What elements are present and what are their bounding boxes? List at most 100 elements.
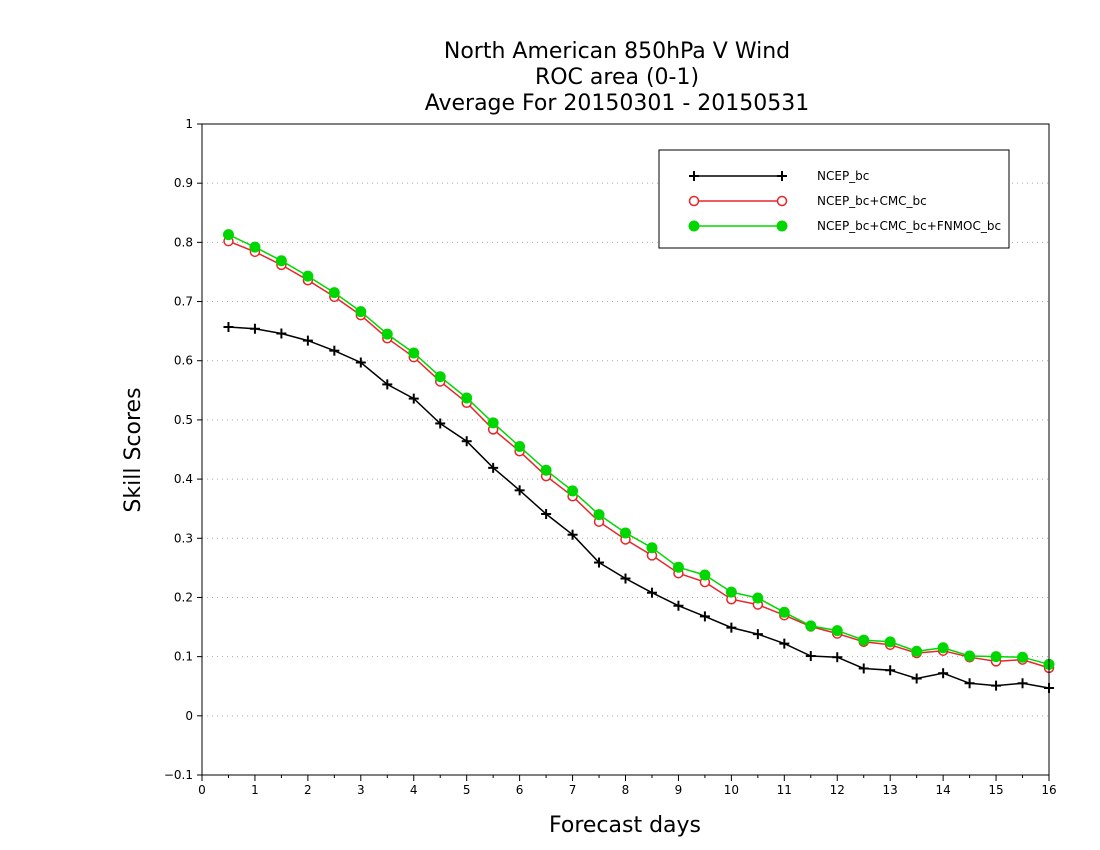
- series-3-point-marker: [249, 241, 261, 253]
- series-1-point-marker: [223, 321, 234, 332]
- x-tick-label: 5: [463, 783, 471, 797]
- chart-title: North American 850hPa V Wind ROC area (0…: [425, 39, 810, 116]
- series-1-line: [228, 326, 1050, 689]
- series-3-point-marker: [831, 625, 843, 637]
- series-1-point-marker: [805, 651, 816, 662]
- y-tick-label: 0: [185, 709, 193, 723]
- series-3-point-marker: [381, 328, 393, 340]
- series-3-point-marker: [593, 509, 605, 521]
- series-3-point-marker: [620, 527, 631, 539]
- series-3-point-marker: [937, 642, 949, 654]
- x-axis-ticks: 0 1 2 3 4 5 6 7 8 9 10 11 12 13 14 15 16: [198, 775, 1057, 797]
- series-3-point-marker: [408, 347, 420, 359]
- x-tick-label: 15: [988, 783, 1003, 797]
- series-1-point-marker: [832, 652, 843, 663]
- y-tick-label: 0.8: [174, 235, 193, 249]
- x-axis-title: Forecast days: [549, 813, 701, 838]
- legend-item-2-end-marker: [776, 195, 788, 207]
- y-tick-label: 0.5: [174, 413, 193, 427]
- x-tick-label: 3: [357, 783, 365, 797]
- series-3-point-marker: [302, 270, 314, 282]
- series-1-point-marker: [567, 529, 578, 540]
- series-3-point-marker: [355, 306, 367, 318]
- x-tick-label: 11: [777, 783, 792, 797]
- y-axis-title: Skill Scores: [121, 387, 146, 512]
- series-1-point-marker: [938, 668, 949, 679]
- series-1-point-marker: [355, 357, 366, 368]
- x-tick-label: 0: [198, 783, 206, 797]
- x-tick-label: 4: [410, 783, 418, 797]
- series-1-point-marker: [779, 638, 790, 649]
- series-3-point-marker: [487, 417, 499, 429]
- series-1-point-marker: [435, 418, 446, 429]
- legend-box: [658, 149, 1010, 249]
- series-1-point-marker: [541, 509, 552, 520]
- series-1-point-marker: [964, 678, 975, 689]
- series-3-point-marker: [964, 650, 976, 662]
- series-3-point-marker: [514, 441, 526, 453]
- y-tick-label: 0.4: [174, 472, 193, 486]
- y-tick-label: 0.6: [174, 354, 193, 368]
- x-tick-label: 1: [251, 783, 259, 797]
- y-tick-label: −0.1: [164, 768, 193, 782]
- x-tick-label: 12: [830, 783, 845, 797]
- series-1-point-marker: [673, 600, 684, 611]
- series-1-point-marker: [726, 622, 737, 633]
- series-1-point-marker: [646, 587, 657, 598]
- y-axis-ticks: −0.1 0 0.1 0.2 0.3 0.4 0.5 0.6 0.7 0.8 0.9 1: [164, 117, 202, 782]
- legend-item-1-start-marker: [689, 171, 699, 181]
- legend-item-3-end-marker: [776, 220, 788, 232]
- legend-item-2-start-marker: [688, 195, 700, 207]
- y-tick-label: 0.7: [174, 295, 193, 309]
- series-1-point-marker: [488, 462, 499, 473]
- series-1-point-marker: [620, 573, 631, 584]
- series-1-point-marker: [408, 393, 419, 404]
- legend-item-3-label: NCEP_bc+CMC_bc+FNMOC_bc: [817, 219, 1001, 233]
- x-tick-label: 10: [724, 783, 739, 797]
- series-1: [223, 321, 1054, 694]
- legend-item-1-end-marker: [777, 171, 787, 181]
- series-3: [222, 229, 1055, 670]
- legend-item-2: NCEP_bc+CMC_bc: [688, 194, 927, 208]
- series-1-point-marker: [858, 663, 869, 674]
- series-1-point-marker: [329, 345, 340, 356]
- legend-item-1-label: NCEP_bc: [817, 169, 869, 183]
- series-3-point-marker: [778, 606, 790, 618]
- series-3-point-marker: [328, 287, 340, 299]
- legend-item-3: NCEP_bc+CMC_bc+FNMOC_bc: [688, 219, 1001, 233]
- legend-items: NCEP_bc NCEP_bc+CMC_bc NCEP_bc+CMC_bc+FNMO…: [688, 169, 1001, 233]
- legend: NCEP_bc NCEP_bc+CMC_bc NCEP_bc+CMC_bc+FNMO…: [658, 149, 1010, 249]
- series-3-point-marker: [275, 255, 287, 267]
- series-3-point-marker: [858, 634, 870, 646]
- x-tick-label: 2: [304, 783, 312, 797]
- y-tick-label: 0.1: [174, 650, 193, 664]
- legend-item-1: NCEP_bc: [689, 169, 869, 183]
- series-3-point-marker: [1017, 651, 1029, 663]
- y-tick-label: 0.3: [174, 531, 193, 545]
- series-3-point-marker: [222, 229, 234, 241]
- series-3-line: [228, 234, 1050, 666]
- title-line-2: ROC area (0-1): [535, 65, 699, 90]
- series-1-point-marker: [752, 629, 763, 640]
- series-1-point-marker: [249, 323, 260, 334]
- x-tick-label: 8: [622, 783, 630, 797]
- series-1-point-marker: [514, 485, 525, 496]
- series-1-point-marker: [302, 335, 313, 346]
- series-1-point-marker: [382, 379, 393, 390]
- series-3-point-marker: [725, 586, 737, 598]
- series-1-point-marker: [461, 436, 472, 447]
- series-1-point-marker: [991, 680, 1002, 691]
- series-3-point-marker: [805, 620, 817, 632]
- series-3-point-marker: [567, 485, 579, 497]
- y-tick-label: 1: [185, 117, 193, 131]
- series-3-point-marker: [884, 636, 896, 648]
- x-tick-label: 16: [1041, 783, 1056, 797]
- series-1-point-marker: [911, 673, 922, 684]
- series-layer: [222, 229, 1055, 694]
- series-3-point-marker: [752, 592, 764, 604]
- series-3-point-marker: [699, 569, 711, 581]
- x-tick-label: 6: [516, 783, 524, 797]
- series-1-point-marker: [594, 557, 605, 568]
- y-tick-label: 0.9: [174, 176, 193, 190]
